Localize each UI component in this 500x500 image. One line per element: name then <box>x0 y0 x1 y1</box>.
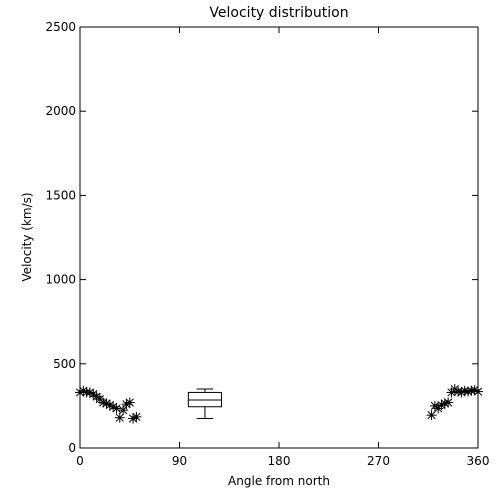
boxplot <box>187 388 223 420</box>
y-tick-label: 2500 <box>45 20 76 34</box>
data-point <box>473 386 483 397</box>
y-tick-label: 2000 <box>45 104 76 118</box>
y-tick-label: 500 <box>53 357 76 371</box>
data-point <box>426 410 437 421</box>
data-point <box>463 386 474 397</box>
data-point <box>114 412 125 423</box>
data-point <box>111 403 122 414</box>
data-point <box>131 411 142 422</box>
data-point <box>466 385 477 396</box>
x-tick-label: 180 <box>268 454 291 468</box>
chart-title: Velocity distribution <box>209 5 348 21</box>
x-tick-label: 270 <box>367 454 390 468</box>
data-point <box>118 405 129 416</box>
y-axis-ticks: 0 500 1000 1500 2000 2500 <box>45 20 478 455</box>
plot-frame <box>79 26 479 449</box>
x-tick-label: 0 <box>76 454 84 468</box>
x-axis-label: Angle from north <box>228 474 330 488</box>
y-axis-label: Velocity (km/s) <box>20 192 34 281</box>
y-tick-label: 0 <box>68 441 76 455</box>
data-points <box>75 384 483 424</box>
data-point <box>124 397 135 408</box>
x-tick-label: 360 <box>467 454 490 468</box>
x-axis-ticks: 0 90 180 270 360 <box>76 27 489 468</box>
y-tick-label: 1500 <box>45 188 76 202</box>
y-tick-label: 1000 <box>45 273 76 287</box>
data-point <box>436 400 447 411</box>
data-point <box>443 397 454 408</box>
x-tick-label: 90 <box>172 454 187 468</box>
